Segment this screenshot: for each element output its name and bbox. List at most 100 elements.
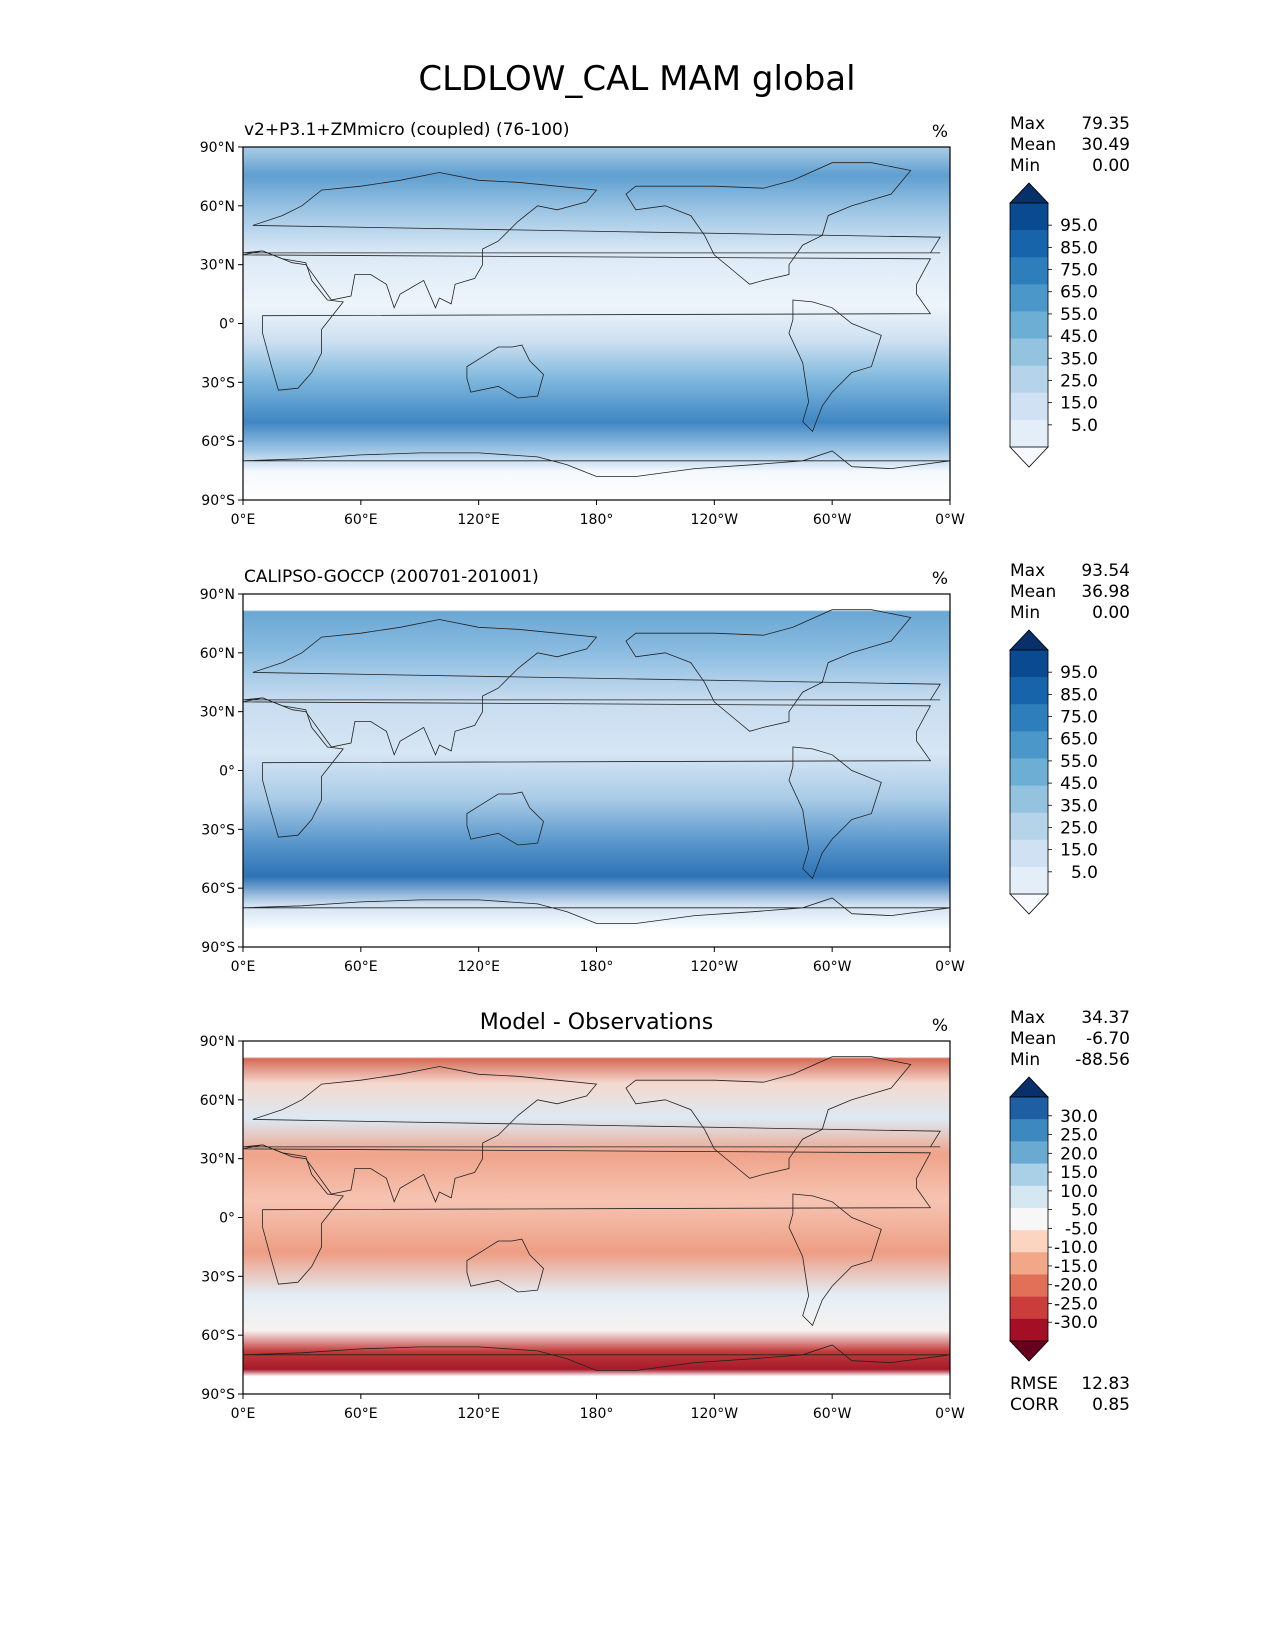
colorbar-tick-label: -15.0	[1054, 1257, 1098, 1277]
lon-tick-label: 0°W	[935, 1406, 965, 1422]
colorbar-bin	[1010, 1185, 1048, 1209]
stat-label: Min	[1010, 156, 1040, 176]
colorbar-tick-label: 25.0	[1060, 818, 1098, 838]
coastline	[788, 1193, 882, 1327]
lon-tick-label: 60°W	[813, 1406, 852, 1422]
colorbar-tick-label: 65.0	[1060, 730, 1098, 750]
coastline	[242, 250, 932, 391]
lat-tick-label: 30°S	[201, 822, 235, 838]
colorbar-frame	[1009, 649, 1049, 895]
coastline	[466, 1238, 544, 1293]
stat-label: Mean	[1010, 582, 1056, 602]
colorbar-bin	[1010, 1097, 1048, 1120]
coastline	[466, 344, 544, 399]
lon-tick-label: 180°	[580, 512, 614, 528]
coastline	[242, 1066, 941, 1203]
colorbar-bin	[1010, 1163, 1048, 1187]
lat-tick-label: 30°S	[201, 375, 235, 391]
lat-tick-label: 60°N	[200, 199, 235, 215]
lat-tick-label: 90°S	[201, 940, 235, 956]
colorbar-bin	[1010, 812, 1048, 841]
stat-value: 36.98	[1081, 582, 1130, 602]
colorbar-tick-label: 5.0	[1071, 416, 1098, 436]
lat-tick-label: 90°S	[201, 1387, 235, 1403]
lat-tick-label: 0°	[219, 1211, 235, 1227]
units-label: %	[932, 569, 948, 589]
colorbar-tick-label: 75.0	[1060, 261, 1098, 281]
colorbar-bin	[1010, 284, 1048, 312]
lon-tick-label: 120°E	[457, 959, 500, 975]
stat-value: -6.70	[1086, 1029, 1130, 1049]
colorbar-tick-label: 85.0	[1060, 238, 1098, 258]
colorbar-tick-label: -5.0	[1065, 1219, 1098, 1239]
coastline	[788, 299, 882, 433]
lon-tick-label: 120°W	[691, 959, 739, 975]
figure-title: CLDLOW_CAL MAM global	[418, 59, 855, 99]
stat-value: 93.54	[1081, 561, 1130, 581]
coastline	[242, 697, 932, 838]
units-label: %	[932, 122, 948, 142]
colorbar-bin	[1010, 392, 1048, 421]
lat-tick-label: 60°N	[200, 646, 235, 662]
lat-tick-label: 30°S	[201, 1269, 235, 1285]
stat-value: 0.00	[1092, 156, 1130, 176]
lat-tick-label: 30°N	[200, 1152, 235, 1168]
colorbar-bin	[1010, 1207, 1048, 1231]
lat-tick-label: 60°N	[200, 1093, 235, 1109]
lat-tick-label: 90°N	[200, 1034, 235, 1050]
panel-title-left: CALIPSO-GOCCP (200701-201001)	[244, 567, 539, 587]
stat-label: Min	[1010, 1050, 1040, 1070]
colorbar: 30.025.020.015.010.05.0-5.0-10.0-15.0-20…	[1009, 1076, 1098, 1362]
stat-label: Mean	[1010, 1029, 1056, 1049]
colorbar-extend-min	[1009, 1340, 1049, 1362]
colorbar-bin	[1010, 365, 1048, 394]
coastline	[242, 172, 941, 309]
stat-value: 0.00	[1092, 603, 1130, 623]
colorbar-tick-label: 65.0	[1060, 283, 1098, 303]
colorbar-tick-label: 75.0	[1060, 708, 1098, 728]
colorbar-tick-label: 5.0	[1071, 1201, 1098, 1221]
colorbar: 95.085.0 75.065.055.045.035.025.0 15.05.0	[1009, 182, 1098, 468]
lon-tick-label: 60°W	[813, 512, 852, 528]
coastline	[625, 609, 912, 732]
lon-tick-label: 120°E	[457, 512, 500, 528]
panel-obs: 90°N 60°N 30°N 0° 30°S 60°S 90°S 0°E 60°E 120°E 18…	[200, 561, 1130, 975]
colorbar-bin	[1010, 1230, 1048, 1253]
stat-label: Mean	[1010, 135, 1056, 155]
colorbar-tick-label: 15.0	[1060, 841, 1098, 861]
colorbar-tick-label: -10.0	[1054, 1238, 1098, 1258]
lon-tick-label: 60°E	[344, 959, 378, 975]
colorbar-tick-label: 25.0	[1060, 1126, 1098, 1146]
colorbar-bin	[1010, 758, 1048, 787]
colorbar-extend-max	[1009, 1076, 1049, 1098]
coastline	[466, 791, 544, 846]
colorbar-tick-label: -30.0	[1054, 1313, 1098, 1333]
panel-title-center: Model - Observations	[480, 1010, 713, 1035]
colorbar-tick-label: -25.0	[1054, 1294, 1098, 1314]
colorbar-bin	[1010, 230, 1048, 258]
colorbar-tick-label: 35.0	[1060, 349, 1098, 369]
colorbar-tick-label: 15.0	[1060, 394, 1098, 414]
colorbar-bin	[1010, 731, 1048, 759]
coastline	[242, 1344, 951, 1371]
stat-value: 34.37	[1081, 1008, 1130, 1028]
colorbar-bin	[1010, 866, 1048, 895]
coastline	[625, 162, 912, 285]
lat-tick-label: 0°	[219, 317, 235, 333]
lat-tick-label: 60°S	[201, 1328, 235, 1344]
colorbar: 95.085.0 75.065.055.045.035.025.0 15.05.0	[1009, 629, 1098, 915]
lat-tick-label: 60°S	[201, 881, 235, 897]
colorbar-bin	[1010, 1252, 1048, 1275]
stat-label: Max	[1010, 561, 1045, 581]
extra-stat-value: 12.83	[1081, 1374, 1130, 1394]
lat-tick-label: 90°N	[200, 140, 235, 156]
colorbar-tick-label: 15.0	[1060, 1163, 1098, 1183]
colorbar-tick-label: 35.0	[1060, 796, 1098, 816]
coastline	[242, 1144, 932, 1285]
colorbar-extend-max	[1009, 182, 1049, 204]
coastline	[242, 450, 951, 477]
stat-value: -88.56	[1075, 1050, 1130, 1070]
colorbar-tick-label: 10.0	[1060, 1182, 1098, 1202]
lat-tick-label: 0°	[219, 764, 235, 780]
